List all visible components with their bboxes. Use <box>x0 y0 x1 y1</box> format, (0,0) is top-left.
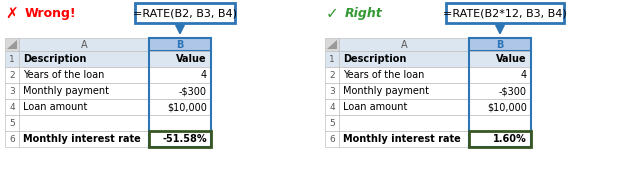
Bar <box>339 67 469 83</box>
Bar <box>325 131 339 147</box>
Text: -51.58%: -51.58% <box>162 134 207 144</box>
Polygon shape <box>327 40 337 49</box>
Text: Description: Description <box>23 54 87 64</box>
Text: Monthly payment: Monthly payment <box>343 86 429 96</box>
Text: Years of the loan: Years of the loan <box>23 70 104 80</box>
FancyBboxPatch shape <box>135 3 235 23</box>
Bar <box>5 51 19 67</box>
Text: 2: 2 <box>329 70 335 80</box>
Text: 3: 3 <box>9 86 15 96</box>
Bar <box>5 38 19 51</box>
Bar <box>339 115 469 131</box>
Bar <box>339 83 469 99</box>
Bar <box>469 83 531 99</box>
Bar <box>339 131 469 147</box>
Bar <box>325 51 339 67</box>
Text: B: B <box>176 39 183 50</box>
Text: Wrong!: Wrong! <box>25 7 76 21</box>
Text: $10,000: $10,000 <box>167 102 207 112</box>
Bar <box>469 51 531 67</box>
Bar <box>19 67 149 83</box>
Bar <box>325 38 339 51</box>
Text: 4: 4 <box>9 102 15 112</box>
Text: 4: 4 <box>521 70 527 80</box>
Bar <box>469 67 531 83</box>
Text: Monthly payment: Monthly payment <box>23 86 109 96</box>
Bar <box>149 131 211 147</box>
Text: Years of the loan: Years of the loan <box>343 70 424 80</box>
Bar <box>339 51 469 67</box>
Bar <box>149 51 211 67</box>
Text: 1: 1 <box>329 54 335 64</box>
Bar <box>19 83 149 99</box>
Bar <box>19 131 149 147</box>
Text: 5: 5 <box>329 118 335 128</box>
Bar <box>5 131 19 147</box>
Text: A: A <box>81 39 87 50</box>
Text: 6: 6 <box>9 134 15 143</box>
Text: A: A <box>401 39 407 50</box>
Text: 1.60%: 1.60% <box>493 134 527 144</box>
Bar <box>339 99 469 115</box>
FancyBboxPatch shape <box>446 3 564 23</box>
Bar <box>469 38 531 51</box>
Bar <box>19 38 149 51</box>
Bar <box>325 115 339 131</box>
Text: ✓: ✓ <box>326 7 338 21</box>
Bar <box>149 115 211 131</box>
Bar <box>19 115 149 131</box>
Text: B: B <box>496 39 504 50</box>
Bar <box>325 83 339 99</box>
Bar <box>149 67 211 83</box>
Text: Right: Right <box>345 7 383 21</box>
Bar <box>469 131 531 147</box>
Polygon shape <box>7 40 17 49</box>
Text: 5: 5 <box>9 118 15 128</box>
Text: 1: 1 <box>9 54 15 64</box>
Text: Description: Description <box>343 54 406 64</box>
Bar <box>325 99 339 115</box>
Bar <box>469 131 531 147</box>
Text: Monthly interest rate: Monthly interest rate <box>23 134 141 144</box>
Text: 6: 6 <box>329 134 335 143</box>
Text: $10,000: $10,000 <box>487 102 527 112</box>
Text: Monthly interest rate: Monthly interest rate <box>343 134 461 144</box>
Bar <box>5 99 19 115</box>
Bar <box>149 131 211 147</box>
Text: Loan amount: Loan amount <box>23 102 87 112</box>
Bar <box>149 83 211 99</box>
Bar <box>19 51 149 67</box>
Text: =RATE(B2, B3, B4): =RATE(B2, B3, B4) <box>133 8 237 18</box>
Bar <box>339 38 469 51</box>
Bar <box>469 99 531 115</box>
Text: 2: 2 <box>9 70 15 80</box>
Text: Value: Value <box>176 54 207 64</box>
Text: Value: Value <box>496 54 527 64</box>
Text: 4: 4 <box>201 70 207 80</box>
Bar <box>5 83 19 99</box>
Bar <box>469 115 531 131</box>
Text: Loan amount: Loan amount <box>343 102 408 112</box>
Text: =RATE(B2*12, B3, B4): =RATE(B2*12, B3, B4) <box>443 8 567 18</box>
Text: -$300: -$300 <box>179 86 207 96</box>
Text: 3: 3 <box>329 86 335 96</box>
Bar <box>5 67 19 83</box>
Text: 4: 4 <box>329 102 335 112</box>
Bar <box>19 99 149 115</box>
Text: -$300: -$300 <box>499 86 527 96</box>
Text: ✗: ✗ <box>6 7 18 21</box>
Bar <box>149 38 211 51</box>
Bar <box>325 67 339 83</box>
Bar <box>149 99 211 115</box>
Bar <box>5 115 19 131</box>
